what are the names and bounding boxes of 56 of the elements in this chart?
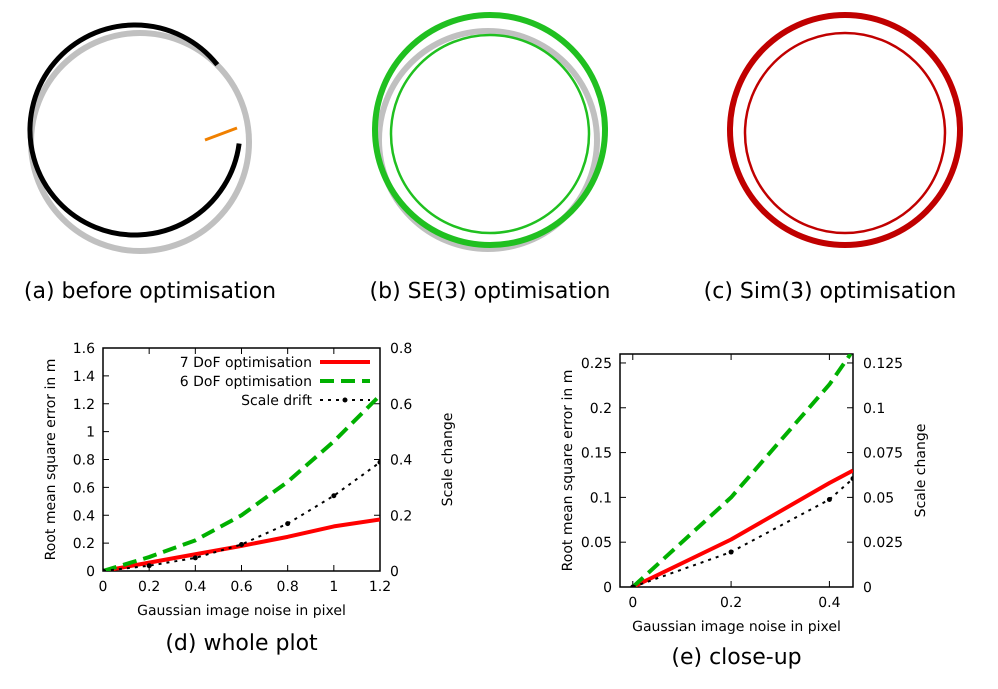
y2-tick-label: 0.2	[390, 508, 412, 524]
x-axis-title: Gaussian image noise in pixel	[632, 619, 841, 635]
point	[192, 555, 198, 560]
y2-axis-title: Scale change	[913, 424, 929, 518]
legend-label: 6 DoF optimisation	[180, 374, 312, 390]
x-tick-label: 0.6	[230, 579, 253, 595]
text: (b) SE(3) optimisation	[370, 279, 610, 304]
y2-tick-label: 0.05	[863, 490, 894, 506]
x-tick-label: 1.2	[368, 579, 392, 595]
y-tick-label: 0.1	[590, 490, 612, 506]
text: (e) close-up	[671, 645, 802, 670]
text: (a) before optimisation	[24, 279, 276, 304]
text: (c) Sim(3) optimisation	[704, 279, 956, 304]
point	[239, 542, 244, 548]
y-tick-label: 0.2	[72, 536, 95, 552]
point	[826, 497, 832, 502]
x-tick-label: 0.2	[720, 595, 742, 611]
y-tick-label: 0.2	[590, 400, 612, 417]
y-tick-label: 1.6	[72, 341, 96, 357]
y-tick-label: 1.2	[72, 396, 95, 413]
y2-tick-label: 0.075	[863, 446, 904, 462]
x-tick-label: 0	[628, 595, 638, 611]
y-tick-label: 0.15	[580, 446, 612, 462]
y-tick-label: 0.4	[72, 508, 96, 524]
y-tick-label: 1.4	[72, 368, 96, 385]
y2-tick-label: 0	[390, 564, 399, 580]
point	[146, 563, 152, 568]
y-tick-label: 1	[86, 424, 95, 441]
legend-label: Scale drift	[241, 393, 313, 409]
x-tick-label: 0.2	[138, 579, 160, 595]
y2-tick-label: 0.025	[863, 535, 904, 552]
legend-label: 7 DoF optimisation	[180, 355, 312, 371]
point	[331, 493, 336, 498]
point	[285, 521, 290, 526]
y2-tick-label: 0.1	[863, 400, 886, 417]
x-tick-label: 0.4	[184, 579, 207, 595]
y-tick-label: 0.05	[580, 535, 612, 552]
y2-tick-label: 0.125	[863, 356, 904, 372]
line-series	[630, 354, 853, 587]
y-axis-title: Root mean square error in m	[43, 358, 59, 560]
y2-tick-label: 0.4	[390, 452, 412, 468]
y-tick-label: 0.8	[72, 452, 95, 468]
x-tick-label: 1	[329, 579, 338, 595]
y-tick-label: 0.25	[580, 356, 612, 372]
y-tick-label: 0.6	[72, 480, 96, 496]
x-axis-title: Gaussian image noise in pixel	[137, 603, 346, 619]
y-axis-title: Root mean square error in m	[560, 370, 576, 572]
point	[728, 550, 734, 555]
y-tick-label: 0	[86, 564, 95, 580]
y2-axis-title: Scale change	[440, 412, 456, 506]
x-tick-label: 0.4	[818, 595, 841, 611]
x-tick-label: 0	[98, 579, 108, 595]
y2-tick-label: 0.6	[390, 396, 412, 413]
y2-tick-label: 0.8	[390, 341, 412, 357]
text: (d) whole plot	[165, 631, 318, 656]
x-tick-label: 0.8	[276, 579, 299, 595]
